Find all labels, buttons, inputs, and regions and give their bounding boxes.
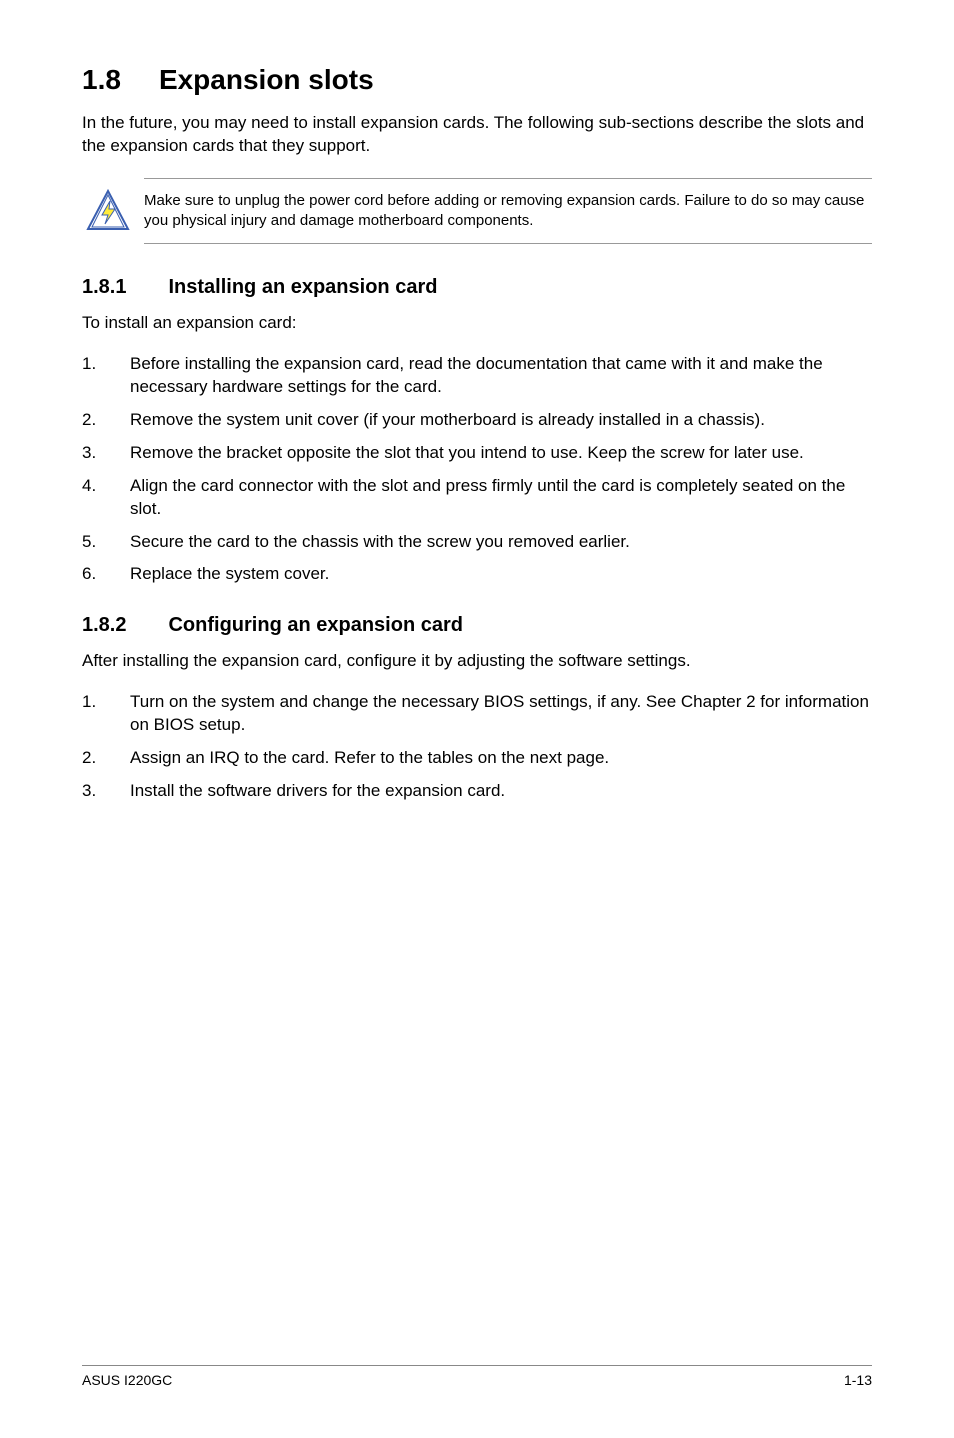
warning-text: Make sure to unplug the power cord befor… bbox=[144, 191, 872, 232]
warning-callout: Make sure to unplug the power cord befor… bbox=[144, 178, 872, 244]
section-number: 1.8 bbox=[82, 64, 121, 96]
footer-page-number: 1-13 bbox=[844, 1372, 872, 1388]
subsection-title-text: Installing an expansion card bbox=[168, 276, 437, 298]
subsection-title-text: Configuring an expansion card bbox=[168, 614, 462, 636]
subsection-number: 1.8.2 bbox=[82, 614, 126, 637]
list-item: Align the card connector with the slot a… bbox=[82, 475, 872, 521]
list-item: Turn on the system and change the necess… bbox=[82, 691, 872, 737]
section-title-text: Expansion slots bbox=[159, 64, 374, 95]
footer-product: ASUS I220GC bbox=[82, 1372, 172, 1388]
list-item: Install the software drivers for the exp… bbox=[82, 780, 872, 803]
list-item: Assign an IRQ to the card. Refer to the … bbox=[82, 747, 872, 770]
subsection-heading: 1.8.2 Configuring an expansion card bbox=[82, 614, 872, 637]
list-item: Remove the system unit cover (if your mo… bbox=[82, 409, 872, 432]
list-item: Before installing the expansion card, re… bbox=[82, 353, 872, 399]
subsection-heading: 1.8.1 Installing an expansion card bbox=[82, 276, 872, 299]
subsection-lead: To install an expansion card: bbox=[82, 313, 872, 333]
page-footer: ASUS I220GC 1-13 bbox=[82, 1365, 872, 1388]
section-heading: 1.8 Expansion slots bbox=[82, 64, 872, 96]
section-intro: In the future, you may need to install e… bbox=[82, 112, 872, 158]
subsection-lead: After installing the expansion card, con… bbox=[82, 651, 872, 671]
list-item: Remove the bracket opposite the slot tha… bbox=[82, 442, 872, 465]
list-item: Replace the system cover. bbox=[82, 563, 872, 586]
warning-lightning-icon bbox=[82, 189, 134, 233]
configure-steps-list: Turn on the system and change the necess… bbox=[82, 691, 872, 803]
list-item: Secure the card to the chassis with the … bbox=[82, 531, 872, 554]
subsection-number: 1.8.1 bbox=[82, 276, 126, 299]
install-steps-list: Before installing the expansion card, re… bbox=[82, 353, 872, 587]
